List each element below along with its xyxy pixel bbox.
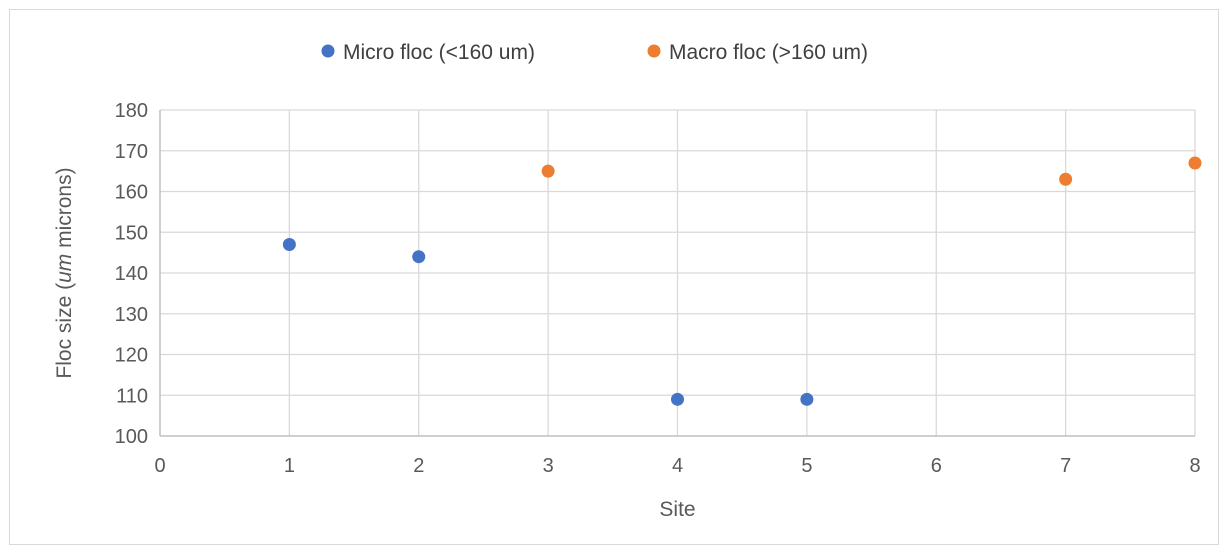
legend: Micro floc (<160 um) Macro floc (>160 um) [321,41,868,64]
x-tick-label: 2 [413,455,424,477]
y-tick-label: 140 [115,263,148,285]
x-tick-label: 0 [154,455,165,477]
y-tick-label: 110 [116,385,148,407]
y-axis-title-part-2: microns) [53,167,76,253]
y-tick-label: 100 [115,426,148,448]
chart-frame [9,9,1219,545]
legend-label-series-1: Micro floc (<160 um) [343,41,535,64]
x-tick-label: 6 [931,455,942,477]
y-tick-label: 150 [115,222,148,244]
axes [159,110,1195,437]
x-tick-label: 5 [801,455,812,477]
x-tick-label: 4 [672,455,683,477]
data-point-series-1 [800,392,814,406]
x-tick-label: 8 [1189,455,1200,477]
data-point-series-1 [671,392,684,406]
legend-marker-series-1 [321,44,335,58]
x-axis-title: Site [659,498,695,521]
x-tick-label: 7 [1060,455,1071,477]
legend-label-series-2: Macro floc (>160 um) [669,41,868,64]
y-tick-label: 120 [115,345,148,367]
y-tick-label: 180 [115,100,148,122]
data-point-series-1 [282,237,296,251]
x-tick-label: 1 [284,455,295,477]
y-axis-title: Floc size (um microns) [53,167,76,378]
tick-labels: 100 110 120 130 140 150 160 170 180 0 1 2 3 4 5 6 7 8 [115,100,1201,477]
data-point-series-2 [541,164,555,178]
legend-marker-series-2 [647,44,661,58]
data-points [282,156,1202,406]
y-axis-title-part-1: Floc size ( [53,283,76,379]
data-point-series-1 [412,250,426,264]
data-point-series-2 [1059,172,1073,186]
y-axis-title-unit: um [53,254,76,283]
gridlines [160,109,1196,436]
y-tick-label: 130 [115,304,148,326]
y-tick-label: 160 [115,182,148,204]
x-tick-label: 3 [543,455,554,477]
y-tick-label: 170 [115,141,148,163]
data-point-series-2 [1188,156,1202,170]
